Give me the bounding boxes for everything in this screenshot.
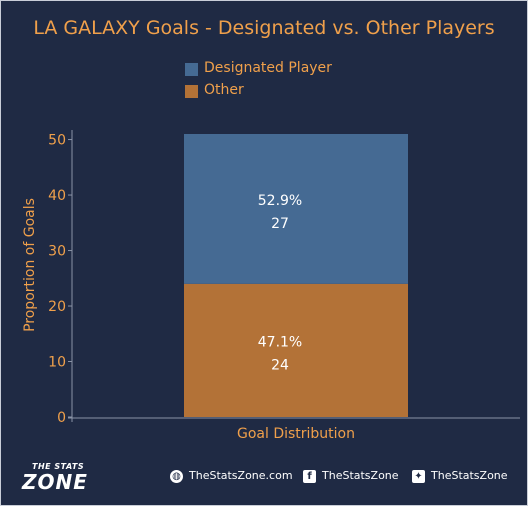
legend-label-other: Other [204,82,244,98]
logo-big-text: ZONE [22,470,88,494]
globe-icon: ◍ [170,470,183,483]
legend-swatch-designated [185,63,198,76]
twitter-text: TheStatsZone [431,469,508,482]
legend-swatch-other [185,85,198,98]
y-tick-label: 50 [48,133,66,149]
data-label-count: 24 [271,357,289,373]
y-tick-label: 0 [57,410,66,426]
facebook-icon: f [303,470,316,483]
y-tick-label: 30 [48,244,66,260]
website-text: TheStatsZone.com [189,469,293,482]
data-label-count: 27 [271,216,289,232]
bar-segment-other[interactable] [184,283,408,417]
y-tick-label: 20 [48,299,66,315]
legend-label-designated: Designated Player [204,60,332,76]
x-axis-title: Goal Distribution [237,426,355,442]
logo-small-text: THE STATS [32,462,85,471]
data-label-percent: 52.9% [258,193,302,209]
chart-title: LA GALAXY Goals - Designated vs. Other P… [33,17,495,39]
stacked-bar-chart: 0 10 20 30 40 50 47.1% 24 52.9% 27 Proportion of… [22,130,520,442]
twitter-icon: ✦ [412,470,425,483]
y-tick-label: 40 [48,188,66,204]
data-label-percent: 47.1% [258,334,302,350]
facebook-text: TheStatsZone [322,469,399,482]
y-tick-label: 10 [48,355,66,371]
stats-zone-logo: THE STATS ZONE [22,462,112,494]
y-axis-title: Proportion of Goals [22,198,38,332]
bar-segment-designated[interactable] [184,134,408,284]
